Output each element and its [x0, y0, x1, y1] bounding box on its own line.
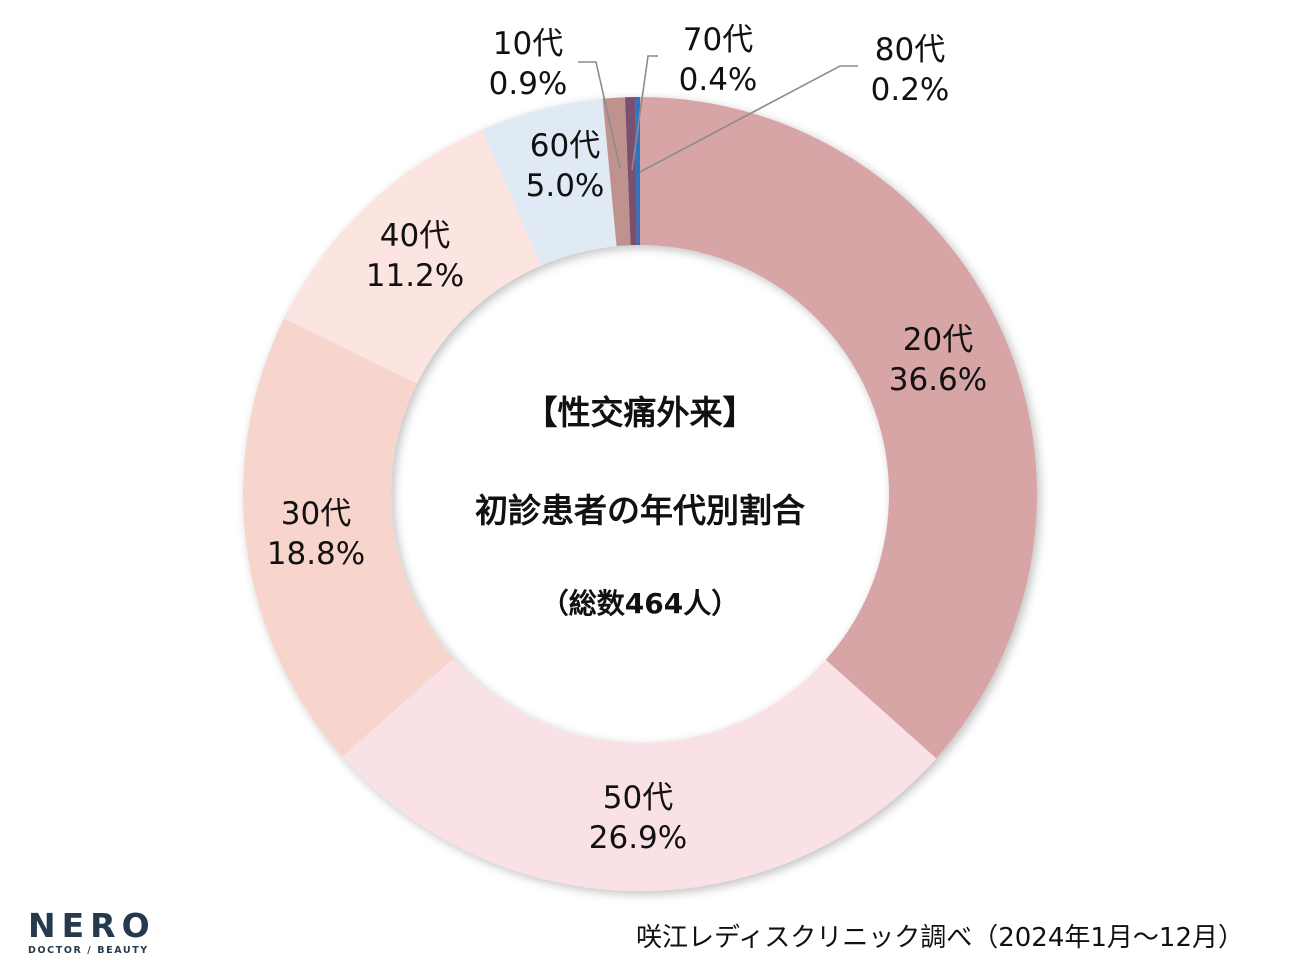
data-label-value: 5.0%: [525, 168, 605, 204]
data-label-category: 50代: [602, 780, 674, 816]
data-label-value: 0.9%: [488, 66, 568, 102]
data-label-category: 30代: [280, 496, 352, 532]
data-label-60代: 60代 5.0%: [526, 126, 605, 206]
slice-30代: [242, 318, 454, 757]
data-label-category: 80代: [874, 32, 946, 68]
data-label-category: 20代: [902, 322, 974, 358]
data-label-category: 10代: [492, 26, 564, 62]
data-label-value: 18.8%: [266, 536, 366, 572]
nero-logo: NERO DOCTOR / BEAUTY: [28, 906, 156, 957]
data-label-value: 11.2%: [365, 258, 465, 294]
data-label-category: 70代: [682, 22, 754, 58]
chart-total-note: （総数464人）: [540, 587, 740, 620]
data-label-category: 60代: [529, 128, 601, 164]
leader-line: [639, 65, 858, 173]
leader-line: [578, 61, 621, 169]
slice-50代: [342, 658, 937, 892]
data-label-category: 40代: [379, 218, 451, 254]
data-label-40代: 40代 11.2%: [366, 216, 464, 296]
data-label-value: 36.6%: [888, 362, 988, 398]
data-label-20代: 20代 36.6%: [889, 320, 987, 400]
slice-20代: [640, 97, 1037, 759]
slice-60代: [482, 98, 617, 266]
logo-wordmark: NERO: [28, 906, 156, 945]
leader-line: [631, 55, 658, 171]
data-label-value: 0.2%: [870, 72, 950, 108]
chart-title: 【性交痛外来】: [524, 393, 756, 432]
data-label-50代: 50代 26.9%: [589, 778, 687, 858]
data-label-70代: 70代 0.4%: [679, 20, 758, 100]
source-note: 咲江レディスクリニック調べ（2024年1月〜12月）: [636, 923, 1244, 953]
data-label-30代: 30代 18.8%: [267, 494, 365, 574]
slice-10代: [602, 97, 631, 247]
logo-tagline: DOCTOR / BEAUTY: [28, 945, 149, 956]
slice-70代: [625, 97, 637, 246]
data-label-value: 0.4%: [678, 62, 758, 98]
data-label-10代: 10代 0.9%: [489, 24, 568, 104]
chart-subtitle: 初診患者の年代別割合: [475, 491, 805, 530]
data-label-value: 26.9%: [588, 820, 688, 856]
data-label-80代: 80代 0.2%: [871, 30, 950, 110]
slice-40代: [284, 129, 542, 384]
